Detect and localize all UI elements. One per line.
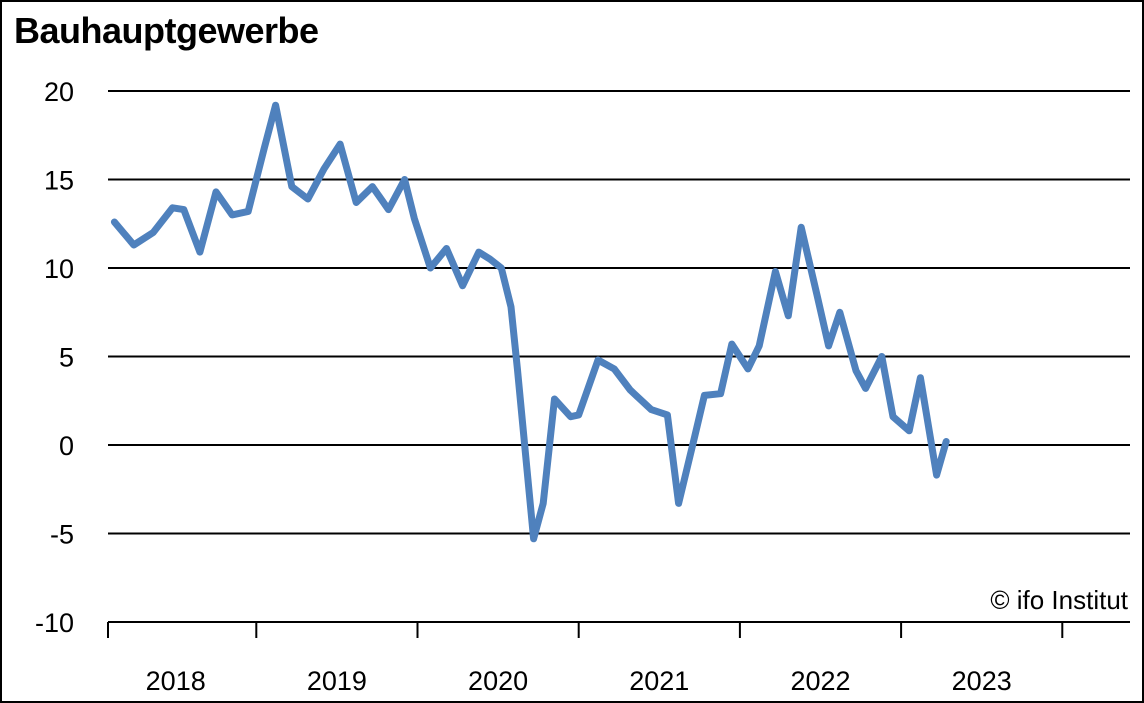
x-tick-label: 2018: [146, 666, 206, 696]
y-tick-label: 10: [44, 254, 74, 284]
y-tick-label: -5: [50, 520, 74, 550]
x-tick-label: 2019: [307, 666, 367, 696]
y-tick-label: 20: [44, 77, 74, 107]
y-tick-label: 15: [44, 166, 74, 196]
y-tick-label: 5: [59, 343, 74, 373]
x-tick-label: 2020: [468, 666, 528, 696]
x-tick-label: 2021: [629, 666, 689, 696]
credit-label: © ifo Institut: [990, 585, 1128, 615]
y-tick-label: 0: [59, 431, 74, 461]
series-line: [110, 101, 950, 543]
x-tick-label: 2022: [790, 666, 850, 696]
chart-title: Bauhauptgewerbe: [14, 10, 319, 51]
x-tick-label: 2023: [952, 666, 1012, 696]
y-tick-label: -10: [35, 608, 74, 638]
